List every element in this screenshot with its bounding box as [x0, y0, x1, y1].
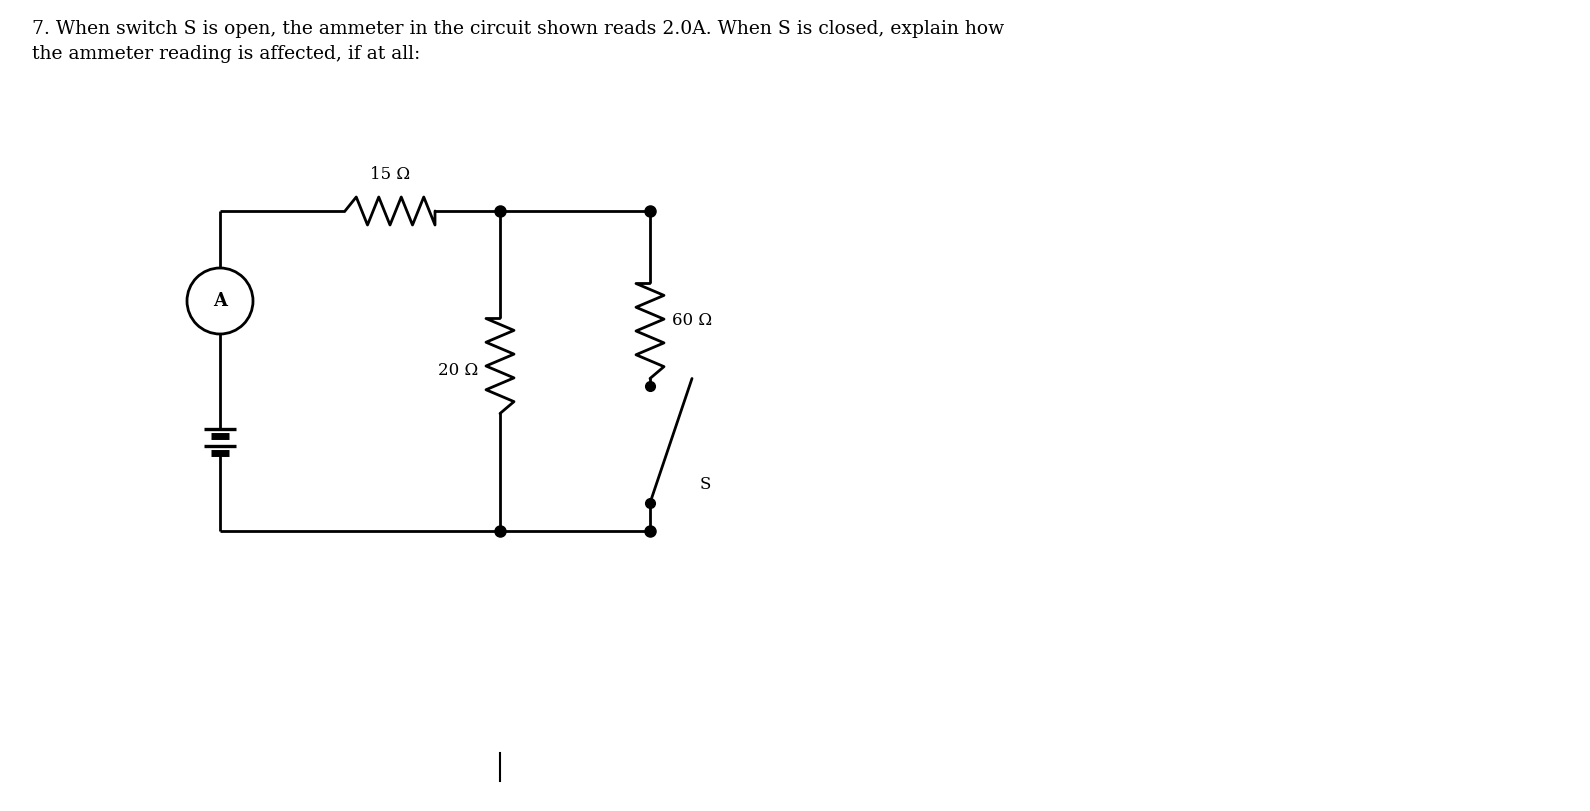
Text: 60 Ω: 60 Ω — [673, 312, 712, 329]
Text: 15 Ω: 15 Ω — [370, 166, 410, 183]
Text: A: A — [213, 292, 227, 310]
Text: S: S — [700, 477, 711, 494]
Text: 20 Ω: 20 Ω — [437, 363, 479, 380]
Text: 7. When switch S is open, the ammeter in the circuit shown reads 2.0A. When S is: 7. When switch S is open, the ammeter in… — [32, 20, 1003, 63]
